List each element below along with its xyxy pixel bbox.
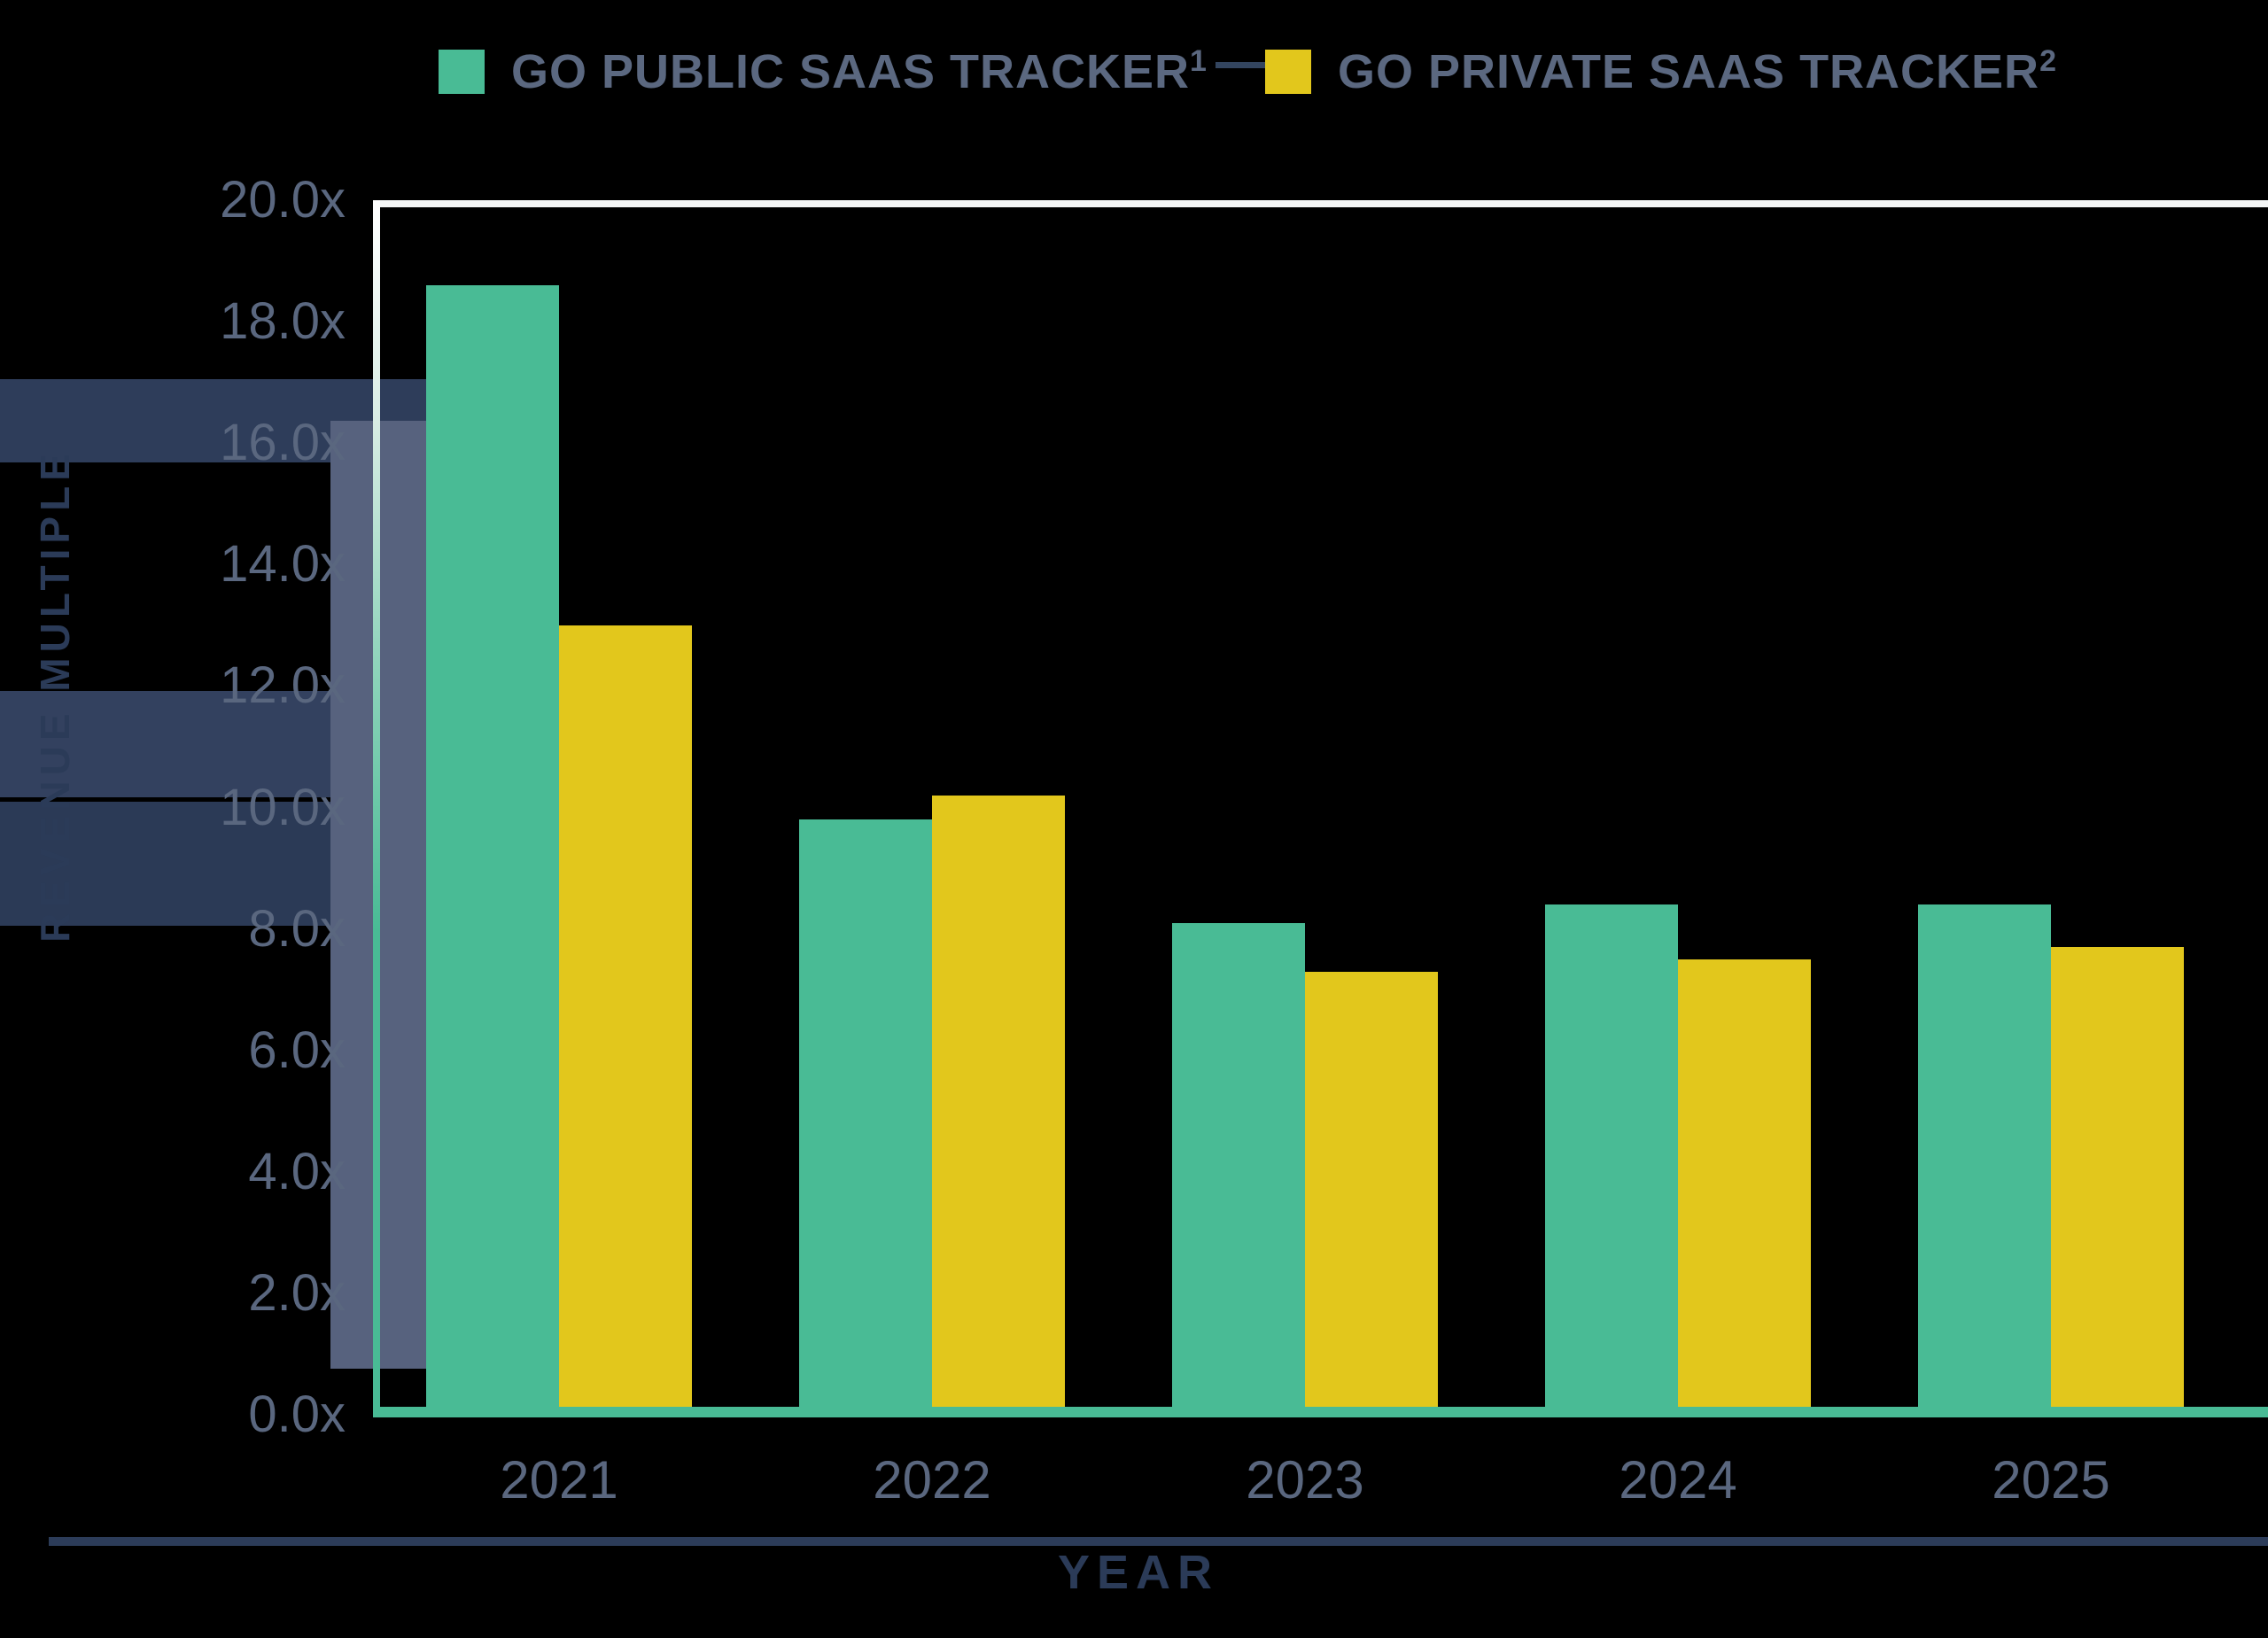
bar-2022-public bbox=[799, 819, 932, 1415]
y-tick-label-14.0x: 14.0x bbox=[220, 535, 346, 594]
bar-2021-public bbox=[426, 284, 559, 1415]
bar-2025-private bbox=[2051, 947, 2184, 1415]
bar-2025-public bbox=[1918, 904, 2051, 1415]
y-tick-label-16.0x: 16.0x bbox=[220, 414, 346, 472]
legend-footnote-2: 2 bbox=[2039, 44, 2057, 78]
x-tick-label-2024: 2024 bbox=[1619, 1450, 1737, 1510]
legend-connector-line bbox=[1216, 62, 1283, 68]
legend-item-private: GO PRIVATE SAAS TRACKER2 bbox=[1265, 44, 2057, 99]
bar-2021-private bbox=[559, 625, 692, 1415]
y-tick-label-20.0x: 20.0x bbox=[220, 171, 346, 229]
x-tick-label-2021: 2021 bbox=[500, 1450, 618, 1510]
y-tick-label-6.0x: 6.0x bbox=[248, 1021, 346, 1079]
y-tick-label-2.0x: 2.0x bbox=[248, 1263, 346, 1322]
bar-2022-private bbox=[932, 795, 1065, 1415]
plot-top-border bbox=[373, 200, 2268, 207]
x-axis-rule bbox=[49, 1537, 2268, 1546]
y-tick-label-10.0x: 10.0x bbox=[220, 778, 346, 836]
y-tick-label-12.0x: 12.0x bbox=[220, 656, 346, 715]
ghost-artifact-band bbox=[0, 802, 330, 926]
x-tick-label-2023: 2023 bbox=[1246, 1450, 1364, 1510]
baseline-strip bbox=[373, 1407, 2268, 1417]
legend-label-private: GO PRIVATE SAAS TRACKER2 bbox=[1338, 44, 2057, 98]
x-axis-title: YEAR bbox=[1057, 1546, 1220, 1599]
bar-2023-private bbox=[1305, 971, 1438, 1415]
legend-label-public: GO PUBLIC SAAS TRACKER1 bbox=[511, 44, 1208, 98]
plot-left-border bbox=[373, 200, 380, 1417]
public-legend-swatch bbox=[439, 50, 485, 94]
x-tick-label-2022: 2022 bbox=[873, 1450, 991, 1510]
legend-item-public: GO PUBLIC SAAS TRACKER1 bbox=[439, 44, 1208, 99]
y-tick-label-0.0x: 0.0x bbox=[248, 1386, 346, 1443]
y-tick-label-8.0x: 8.0x bbox=[248, 899, 346, 958]
x-tick-label-2025: 2025 bbox=[1992, 1450, 2110, 1510]
y-tick-label-4.0x: 4.0x bbox=[248, 1142, 346, 1200]
legend-footnote-1: 1 bbox=[1190, 44, 1208, 78]
bar-2024-public bbox=[1545, 904, 1678, 1415]
private-legend-swatch bbox=[1265, 50, 1311, 94]
bar-2024-private bbox=[1678, 959, 1811, 1415]
bar-2023-public bbox=[1172, 922, 1305, 1415]
y-tick-label-18.0x: 18.0x bbox=[220, 292, 346, 351]
